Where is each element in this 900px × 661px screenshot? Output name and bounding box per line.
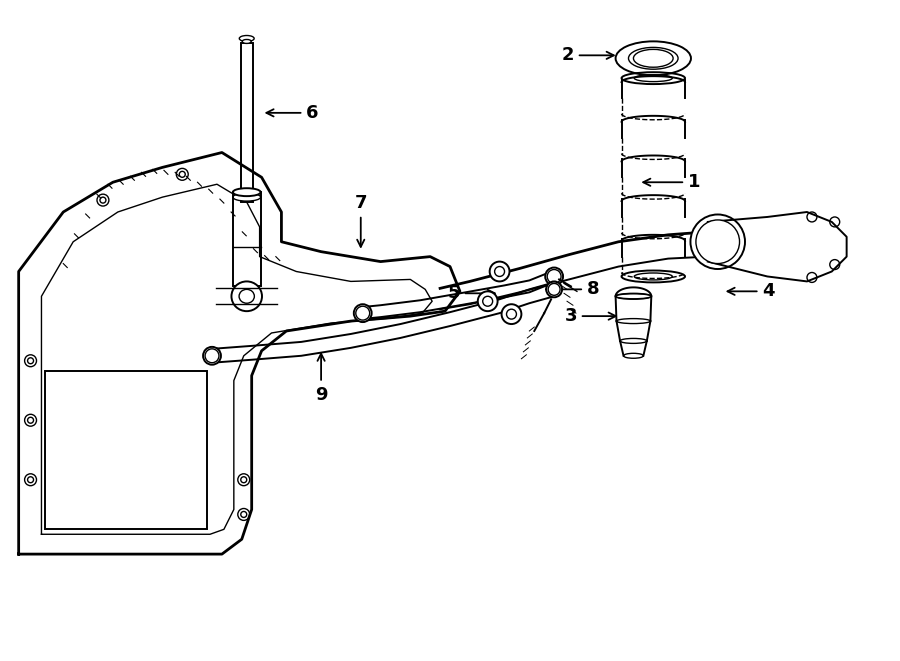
Bar [233, 192, 261, 286]
Ellipse shape [242, 40, 251, 44]
Ellipse shape [233, 188, 261, 196]
Ellipse shape [545, 268, 563, 286]
Circle shape [490, 262, 509, 282]
Text: 1: 1 [644, 173, 700, 191]
Text: 9: 9 [315, 354, 328, 403]
Circle shape [501, 304, 521, 324]
Ellipse shape [239, 290, 255, 303]
Bar [241, 44, 253, 202]
Ellipse shape [203, 347, 220, 365]
Ellipse shape [231, 282, 262, 311]
Circle shape [478, 292, 498, 311]
Text: 4: 4 [727, 282, 775, 300]
Ellipse shape [239, 36, 254, 42]
Bar [45, 371, 207, 529]
Text: 5: 5 [447, 284, 495, 302]
Ellipse shape [354, 304, 372, 322]
Text: 7: 7 [355, 194, 367, 247]
Circle shape [696, 220, 740, 264]
Ellipse shape [690, 214, 745, 269]
Text: 6: 6 [266, 104, 319, 122]
Text: 3: 3 [564, 307, 616, 325]
Text: 2: 2 [562, 46, 614, 64]
Ellipse shape [546, 282, 562, 297]
Text: 8: 8 [546, 280, 599, 298]
Ellipse shape [233, 193, 261, 201]
